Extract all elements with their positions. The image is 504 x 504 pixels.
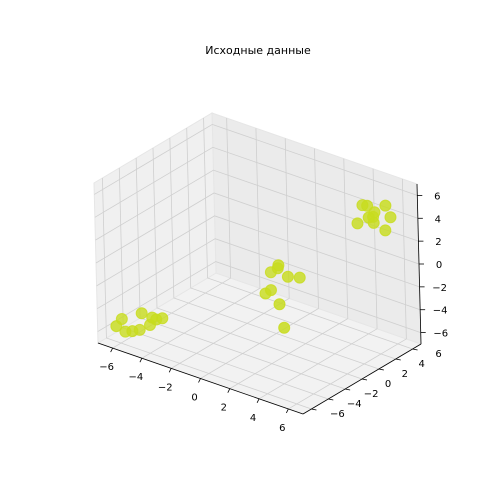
grid-line-z <box>95 192 420 265</box>
data-point <box>273 298 286 311</box>
x-tick-mark <box>285 408 289 414</box>
x-tick-mark <box>139 358 143 363</box>
grid-line-z <box>96 238 421 311</box>
data-point <box>293 271 306 284</box>
data-points <box>110 199 397 338</box>
y-tick-mark <box>378 368 384 371</box>
y-tick-label: −6 <box>330 409 345 420</box>
grid-line-y <box>102 177 312 410</box>
x-tick-label: −4 <box>129 372 144 383</box>
x-tick-mark <box>198 378 201 383</box>
y-tick-mark <box>361 378 368 381</box>
grid-line-x <box>288 178 407 410</box>
y-tick-label: −4 <box>347 399 362 410</box>
data-point <box>126 325 139 338</box>
x-tick-mark <box>168 368 172 373</box>
y-tick-label: 0 <box>385 379 391 390</box>
grid-line-z <box>95 169 419 242</box>
grid-line-z <box>97 261 421 333</box>
data-point <box>281 270 294 283</box>
data-point <box>278 321 291 334</box>
y-tick-mark <box>395 358 401 361</box>
y-tick-mark <box>345 388 351 391</box>
z-tick-label: 6 <box>434 191 440 202</box>
data-point <box>110 320 123 333</box>
z-tick-label: −2 <box>432 283 447 294</box>
grid-line-z <box>96 215 420 288</box>
x-tick-label: 2 <box>221 403 227 414</box>
x-tick-label: −6 <box>99 362 114 373</box>
x-tick-mark <box>110 347 114 353</box>
data-point <box>361 199 374 212</box>
z-tick-label: 2 <box>435 237 441 248</box>
data-point <box>264 284 277 297</box>
x-tick-mark <box>256 398 260 403</box>
y-tick-mark <box>311 408 317 411</box>
y-tick-label: 4 <box>419 359 425 370</box>
y-tick-label: −2 <box>364 389 379 400</box>
axes-panes <box>93 112 423 415</box>
grid-line-x <box>229 158 349 389</box>
z-tick-label: −6 <box>433 329 448 340</box>
y-tick-mark <box>412 348 418 351</box>
grid-lines <box>94 117 421 410</box>
grid-line-x <box>141 128 261 359</box>
x-tick-label: −2 <box>158 382 173 393</box>
grid-line-x <box>171 138 290 369</box>
y-tick-label: 2 <box>402 369 408 380</box>
y-tick-mark <box>328 398 334 401</box>
grid-line-y <box>169 137 379 370</box>
data-point <box>351 217 364 230</box>
data-point <box>362 211 375 224</box>
x-tick-label: 0 <box>191 393 197 404</box>
data-point <box>272 259 285 272</box>
grid-line-z <box>94 146 418 219</box>
grid-line-y <box>152 147 363 380</box>
data-point <box>156 312 169 325</box>
data-point <box>379 224 392 237</box>
z-tick-label: 4 <box>435 214 441 225</box>
chart-title: Исходные данные <box>205 44 311 57</box>
x-tick-label: 6 <box>279 423 285 434</box>
x-tick-label: 4 <box>250 413 256 424</box>
z-tick-label: −4 <box>433 306 448 317</box>
data-point <box>384 211 397 224</box>
grid-line-z <box>94 123 418 196</box>
x-tick-mark <box>227 388 231 393</box>
data-point <box>379 199 392 212</box>
grid-line-x <box>200 148 319 379</box>
grid-line-y <box>203 117 413 350</box>
grid-line-y <box>186 127 396 360</box>
y-tick-label: 6 <box>435 349 441 360</box>
z-tick-label: 0 <box>436 260 442 271</box>
data-point <box>146 311 159 324</box>
data-point <box>135 307 148 320</box>
